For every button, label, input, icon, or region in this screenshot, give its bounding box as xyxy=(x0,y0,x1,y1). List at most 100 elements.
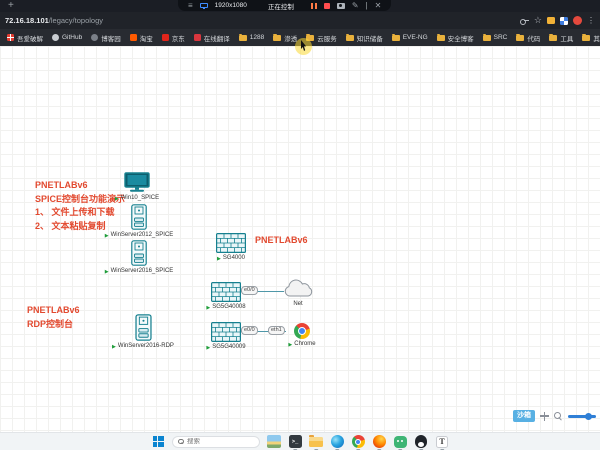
zoom-slider[interactable] xyxy=(568,412,596,420)
bookmark-label: 工具 xyxy=(560,35,574,43)
bookmark-folder-src[interactable]: SRC xyxy=(482,33,508,41)
node-label: SG5G40008 xyxy=(212,304,246,310)
qq-icon xyxy=(415,435,427,448)
bookmark-folder-tools[interactable]: 工具 xyxy=(549,33,573,43)
bookmark-label: 代码 xyxy=(527,35,541,43)
node-win10-spice[interactable]: ▶ Win10_SPICE xyxy=(102,172,172,202)
bookmark-folder-other[interactable]: 其他 xyxy=(582,33,600,43)
node-winserver2016-spice[interactable]: ▶ WinServer2016_SPICE xyxy=(99,240,179,275)
node-sg40009-firewall[interactable]: ▶ SG5G40009 xyxy=(191,322,261,351)
camera-icon[interactable] xyxy=(336,2,345,9)
search-input[interactable] xyxy=(187,438,247,445)
bookmarks-bar: 吾爱破解 GitHub 博客园 淘宝 京东 在线翻译 1288 渗透 云服务 知… xyxy=(0,29,600,46)
stop-icon[interactable] xyxy=(323,2,330,9)
pan-icon[interactable] xyxy=(540,411,549,421)
bookmark-jd[interactable]: 京东 xyxy=(161,33,185,43)
search-icon xyxy=(178,438,184,445)
pencil-icon[interactable]: ✎ xyxy=(351,0,359,10)
taskbar-edge[interactable] xyxy=(330,435,344,449)
bookmark-folder-knowledge[interactable]: 知识储备 xyxy=(345,33,383,43)
address-bar[interactable]: 72.16.18.101 /legacy/topology ☆ ⋮ xyxy=(0,12,600,29)
bookmark-label: EVE-NG xyxy=(402,34,428,41)
bookmark-label: 京东 xyxy=(171,35,185,43)
wechat-icon xyxy=(393,435,407,448)
bookmark-translate[interactable]: 在线翻译 xyxy=(193,33,230,43)
extension-icon[interactable] xyxy=(547,17,555,24)
annotation-line: 1、 文件上传和下载 xyxy=(35,207,115,217)
bookmark-folder-shentou[interactable]: 渗透 xyxy=(273,33,297,43)
typora-icon: T xyxy=(436,435,448,448)
translate-icon xyxy=(193,34,201,41)
node-label: WinServer2016-RDP xyxy=(117,343,174,349)
node-label: WinServer2016_SPICE xyxy=(110,268,174,274)
resolution-label: 1920x1080 xyxy=(214,2,247,9)
close-icon[interactable]: ✕ xyxy=(374,0,382,10)
node-chrome[interactable]: ▶ Chrome xyxy=(282,323,322,348)
taskbar-qq[interactable] xyxy=(414,435,428,449)
folder-icon xyxy=(516,33,525,41)
taskbar-terminal[interactable]: >_ xyxy=(288,435,302,449)
bookmark-label: 在线翻译 xyxy=(203,35,230,43)
annotation-spice: PNETLABv6 SPICE控制台功能演示 1、 文件上传和下载 2、 文本粘… xyxy=(35,179,125,233)
taskbar: >_ T xyxy=(0,432,600,450)
url-path[interactable]: /legacy/topology xyxy=(48,16,103,25)
firewall-icon xyxy=(211,322,241,342)
link-fw40009-chrome[interactable] xyxy=(238,331,286,333)
bookmark-folder-cloud[interactable]: 云服务 xyxy=(306,33,337,43)
bookmark-taobao[interactable]: 淘宝 xyxy=(129,33,153,43)
bookmark-folder-eveng[interactable]: EVE-NG xyxy=(391,33,428,41)
folder-icon xyxy=(306,33,315,41)
annotation-rdp: PNETLABv6 RDP控制台 xyxy=(27,304,80,331)
bookmark-cnblogs[interactable]: 博客园 xyxy=(91,33,121,43)
firewall-icon xyxy=(211,282,241,302)
node-winserver2012-spice[interactable]: ▶ WinServer2012_SPICE xyxy=(99,204,179,239)
node-net-cloud[interactable]: Net xyxy=(278,279,318,308)
zoom-magnifier-icon[interactable] xyxy=(554,411,563,421)
password-key-icon[interactable] xyxy=(519,18,529,25)
start-button[interactable] xyxy=(151,435,165,449)
address-bar-actions: ☆ ⋮ xyxy=(519,12,595,29)
taskbar-chrome[interactable] xyxy=(351,435,365,449)
taskbar-typora[interactable]: T xyxy=(435,435,449,449)
interface-badge: eth1 xyxy=(268,326,285,335)
bookmark-folder-secblog[interactable]: 安全博客 xyxy=(436,33,474,43)
topology-canvas[interactable]: PNETLABv6 SPICE控制台功能演示 1、 文件上传和下载 2、 文本粘… xyxy=(0,46,600,432)
bookmark-label: SRC xyxy=(493,34,508,41)
bookmark-folder-code[interactable]: 代码 xyxy=(516,33,540,43)
bookmark-label: 其他 xyxy=(593,35,600,43)
mouse-cursor xyxy=(301,40,307,51)
add-tab-icon[interactable]: + xyxy=(8,0,14,11)
browser-menu-icon[interactable]: ⋮ xyxy=(587,16,595,25)
bookmark-github[interactable]: GitHub xyxy=(52,34,82,41)
bookmark-label: 淘宝 xyxy=(139,35,153,43)
bookmark-52pojie[interactable]: 吾爱破解 xyxy=(7,33,43,43)
node-sg40008-firewall[interactable]: ▶ SG5G40008 xyxy=(191,282,261,311)
taskbar-search[interactable] xyxy=(172,435,260,448)
taskbar-wechat[interactable] xyxy=(393,435,407,449)
bookmark-label: 云服务 xyxy=(317,35,337,43)
bookmark-label: GitHub xyxy=(62,34,83,41)
widgets-weather-button[interactable] xyxy=(267,435,281,449)
taskbar-explorer[interactable] xyxy=(309,434,323,449)
taskbar-firefox[interactable] xyxy=(372,435,386,449)
github-icon xyxy=(52,34,59,41)
play-icon: ▶ xyxy=(104,232,109,239)
link-fw40008-net[interactable] xyxy=(238,291,284,293)
bookmark-folder-1288[interactable]: 1288 xyxy=(238,33,264,41)
node-winserver2016-rdp[interactable]: ▶ WinServer2016-RDP xyxy=(103,314,183,350)
interface-badge: e0/0 xyxy=(241,326,258,335)
extension-grid-icon[interactable] xyxy=(560,16,568,25)
play-icon: ▶ xyxy=(104,268,109,275)
pause-icon[interactable] xyxy=(310,2,317,9)
52pojie-icon xyxy=(7,34,14,41)
play-icon: ▶ xyxy=(114,195,119,202)
node-label: WinServer2012_SPICE xyxy=(110,232,174,238)
sandbox-button[interactable]: 沙箱 xyxy=(513,410,535,422)
node-sg4000-firewall[interactable]: ▶ SG4000 xyxy=(201,233,261,262)
profile-avatar[interactable] xyxy=(573,16,582,25)
url-host[interactable]: 72.16.18.101 xyxy=(5,16,49,25)
folder-icon xyxy=(436,33,445,41)
menu-icon[interactable]: ≡ xyxy=(188,0,193,10)
folder-icon xyxy=(549,33,558,41)
bookmark-star-icon[interactable]: ☆ xyxy=(533,15,542,25)
